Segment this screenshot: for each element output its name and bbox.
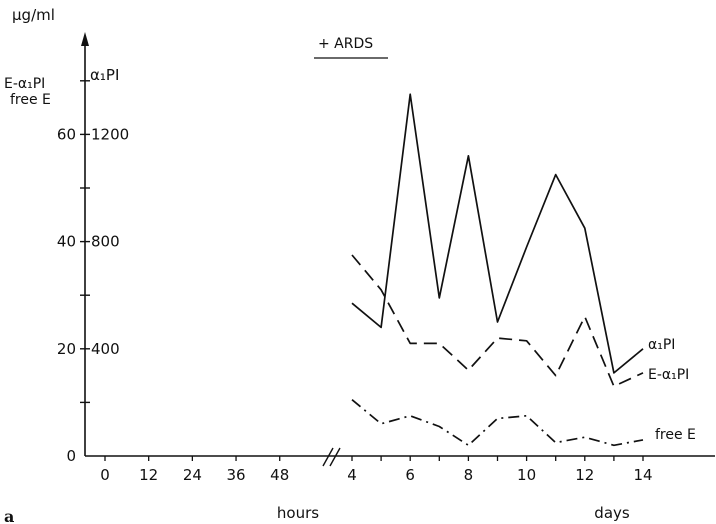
series-label-alpha1pi: α₁PI — [648, 337, 675, 353]
left-axis-title-line2: free E — [10, 92, 51, 108]
x-tick-label-days: 4 — [347, 466, 357, 484]
right-axis-title: α₁PI — [90, 66, 119, 84]
x-tick-label-days: 8 — [464, 466, 474, 484]
y-ticks: 0 20 40 60 400 800 1200 — [57, 80, 129, 465]
left-axis-title-line1: E-α₁PI — [4, 76, 45, 92]
series-label-e-alpha1pi: E-α₁PI — [648, 367, 689, 383]
y-tick-label-right: 800 — [91, 233, 120, 251]
x-tick-label-hours: 0 — [100, 466, 110, 484]
ards-annotation: + ARDS — [318, 36, 373, 52]
x-axis-title-hours: hours — [277, 504, 319, 522]
x-tick-label-days: 6 — [405, 466, 415, 484]
x-tick-label-days: 12 — [575, 466, 594, 484]
axis-break-mark — [329, 447, 341, 467]
y-tick-label-left: 20 — [57, 340, 76, 358]
y-tick-label-right: 1200 — [91, 125, 129, 143]
series-label-free-e: free E — [655, 427, 696, 443]
x-tick-label-hours: 36 — [226, 466, 245, 484]
axes — [81, 32, 715, 467]
x-tick-label-days: 10 — [517, 466, 536, 484]
x-axis-title-days: days — [594, 504, 630, 522]
series-line-2 — [351, 399, 644, 447]
x-tick-label-hours: 12 — [139, 466, 158, 484]
x-tick-label-hours: 48 — [270, 466, 289, 484]
y-unit-label: µg/ml — [12, 6, 55, 24]
series-line-1 — [351, 254, 644, 388]
x-tick-label-days: 14 — [633, 466, 652, 484]
y-tick-label-left: 60 — [57, 125, 76, 143]
y-axis-arrow — [81, 32, 89, 46]
panel-label: a — [4, 507, 14, 524]
axis-break-mark — [322, 447, 334, 467]
series-line-0 — [351, 93, 644, 374]
y-tick-label-left: 0 — [66, 447, 76, 465]
x-tick-label-hours: 24 — [183, 466, 202, 484]
x-ticks: 0 12 24 36 48 4 6 8 10 12 14 — [100, 456, 653, 484]
y-tick-label-right: 400 — [91, 340, 120, 358]
series-layer — [351, 93, 644, 447]
y-tick-label-left: 40 — [57, 233, 76, 251]
